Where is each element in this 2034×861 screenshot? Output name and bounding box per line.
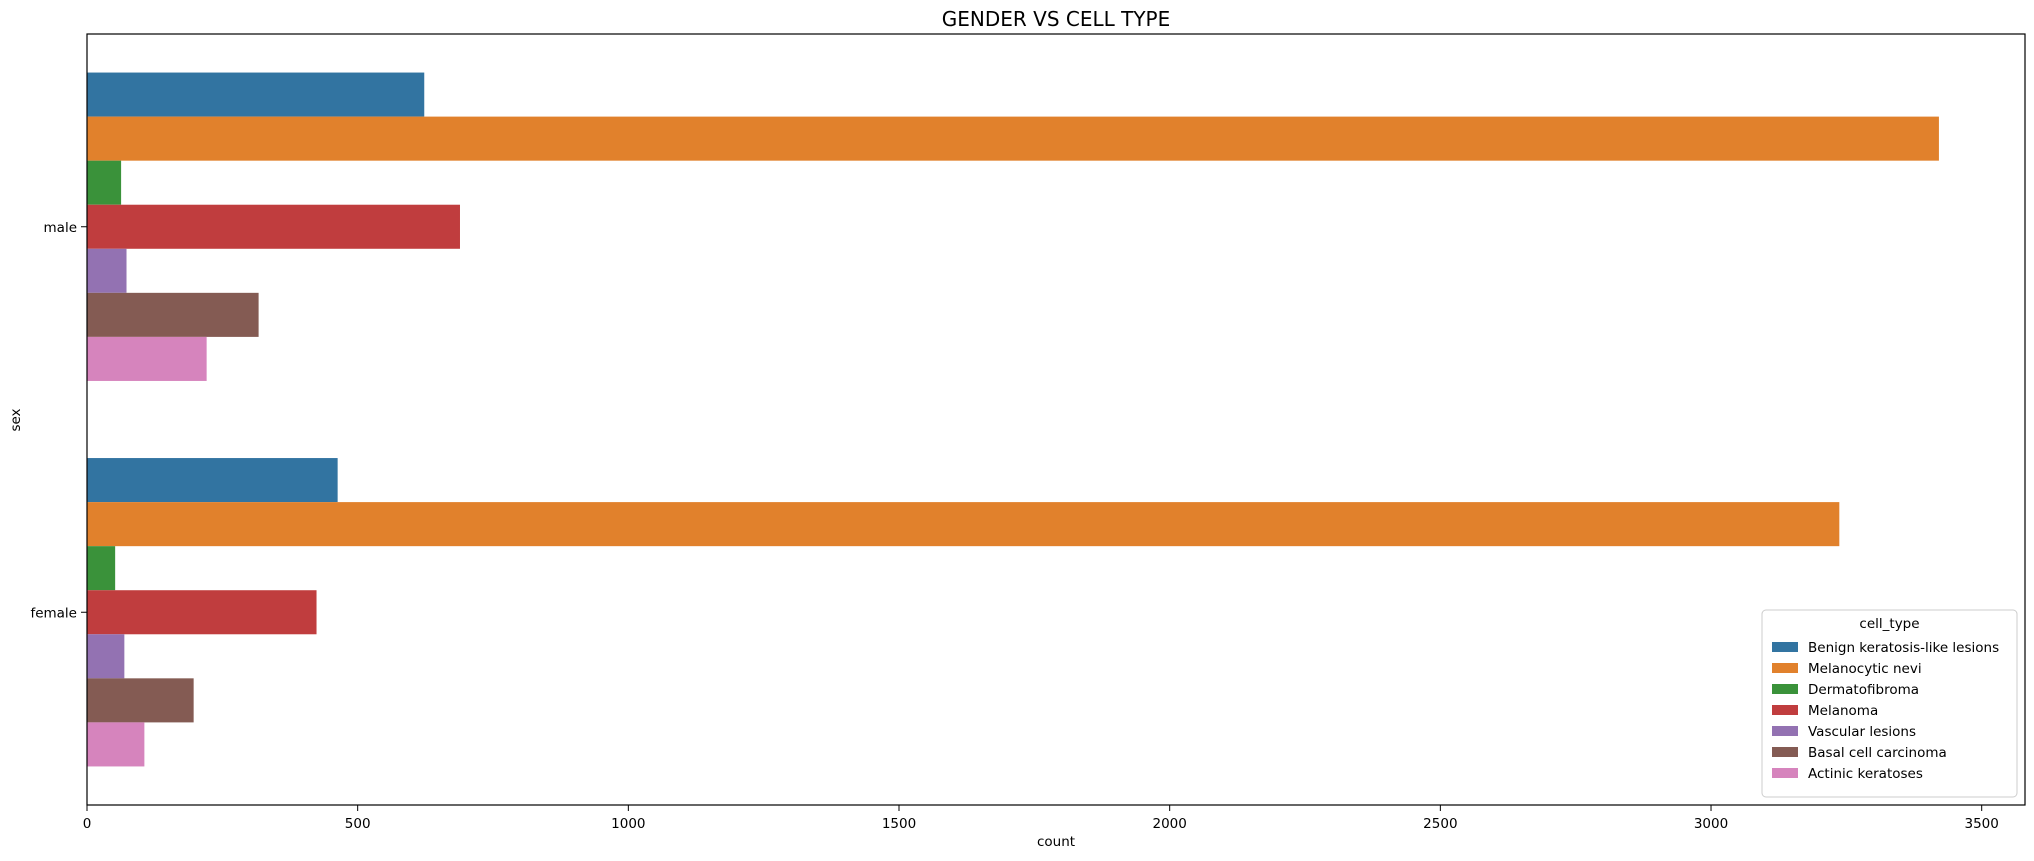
- x-tick-label: 1000: [611, 816, 645, 832]
- bar: [87, 204, 460, 249]
- legend-swatch: [1772, 684, 1798, 694]
- x-tick-label: 0: [83, 816, 92, 832]
- bar: [87, 590, 317, 635]
- legend-label: Vascular lesions: [1808, 724, 1916, 740]
- bar: [87, 72, 425, 117]
- legend-label: Basal cell carcinoma: [1808, 745, 1947, 761]
- x-tick-label: 1500: [882, 816, 916, 832]
- y-axis-ticks: male female: [30, 220, 87, 621]
- bar: [87, 722, 145, 767]
- x-axis-ticks: 0 500 1000 1500 2000 2500 3000 3500: [83, 805, 1999, 832]
- y-axis-label: sex: [8, 408, 24, 431]
- bar: [87, 546, 116, 591]
- x-tick-label: 2000: [1153, 816, 1187, 832]
- legend-swatch: [1772, 663, 1798, 673]
- x-tick-label: 500: [345, 816, 371, 832]
- bar: [87, 634, 125, 679]
- bar: [87, 458, 338, 503]
- bar: [87, 160, 122, 205]
- chart-title: GENDER VS CELL TYPE: [942, 7, 1171, 31]
- x-tick-label: 3000: [1694, 816, 1728, 832]
- legend-label: Melanoma: [1808, 703, 1878, 719]
- y-tick-label: female: [30, 605, 77, 621]
- legend-swatch: [1772, 726, 1798, 736]
- legend-label: Benign keratosis-like lesions: [1808, 640, 1999, 656]
- bar: [87, 116, 1939, 161]
- bar: [87, 336, 207, 381]
- legend-swatch: [1772, 768, 1798, 778]
- bar: [87, 248, 127, 293]
- bars-layer: [87, 72, 1939, 767]
- x-tick-label: 2500: [1423, 816, 1457, 832]
- bar: [87, 678, 194, 723]
- plot-frame: [86, 33, 2026, 806]
- legend-swatch: [1772, 747, 1798, 757]
- legend-swatch: [1772, 642, 1798, 652]
- x-axis-label: count: [1037, 834, 1075, 850]
- legend: cell_type Benign keratosis-like lesions Me…: [1761, 609, 2018, 798]
- legend-box: [1761, 609, 2018, 798]
- legend-label: Actinic keratoses: [1808, 766, 1923, 782]
- legend-swatch: [1772, 705, 1798, 715]
- legend-title: cell_type: [1859, 616, 1919, 632]
- bar: [87, 502, 1840, 547]
- y-tick-label: male: [44, 220, 77, 236]
- bar: [87, 292, 259, 337]
- x-tick-label: 3500: [1965, 816, 1999, 832]
- legend-label: Dermatofibroma: [1808, 682, 1919, 698]
- legend-label: Melanocytic nevi: [1808, 661, 1922, 677]
